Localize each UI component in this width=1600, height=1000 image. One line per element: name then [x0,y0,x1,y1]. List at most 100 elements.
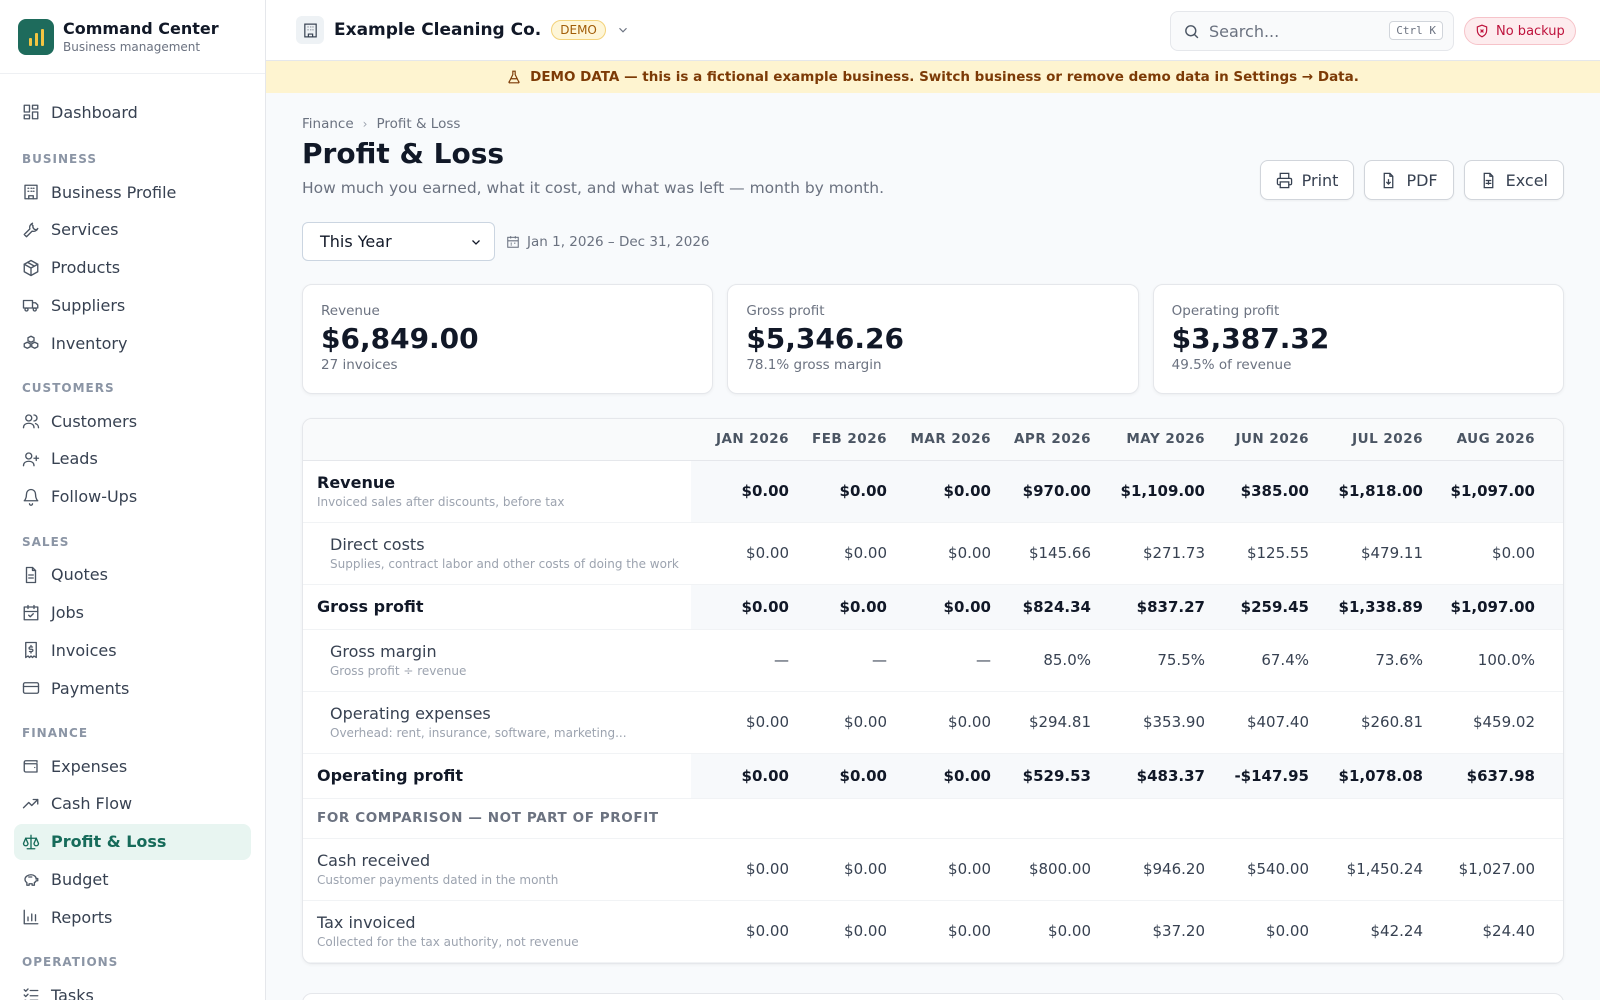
calendar-check-icon [23,604,39,621]
column-header: FEB 2026 [789,419,887,461]
banner-text: DEMO DATA — this is a fictional example … [530,69,1359,85]
search-shortcut: Ctrl K [1389,21,1443,40]
sidebar-item-quotes[interactable]: Quotes [14,557,251,593]
brand-subtitle: Business management [63,40,201,54]
sidebar-section-finance: FINANCE [22,726,89,741]
sidebar-item-expenses[interactable]: Expenses [14,748,251,784]
bell-icon [23,488,39,506]
cell: $0.00 [1423,522,1563,585]
trending-up-icon [22,798,39,809]
column-header: AUG 2026 [1423,419,1563,461]
cell: $0.00 [691,584,789,630]
pdf-button[interactable]: PDF [1364,160,1454,200]
row-sublabel: Overhead: rent, insurance, software, mar… [330,726,627,740]
cell: $259.45 [1205,584,1309,630]
flask-icon [508,70,520,84]
calendar-icon [507,235,519,248]
sidebar-item-label: Reports [51,907,113,927]
print-button[interactable]: Print [1259,160,1355,200]
card-label: Gross profit [746,303,825,319]
boxes-icon [23,335,39,350]
row-label: Revenue [317,473,396,492]
row-label: Operating profit [317,766,463,785]
table-row-revenue: Revenue Invoiced sales after discounts, … [303,460,1563,523]
credit-card-icon [22,682,40,695]
dashboard-icon [23,104,39,120]
demo-badge: DEMO [551,20,606,40]
sidebar-item-label: Suppliers [51,295,126,315]
cell: $145.66 [991,522,1091,585]
sidebar-item-tasks[interactable]: Tasks [14,977,251,1000]
sidebar-item-products[interactable]: Products [14,250,251,286]
sidebar-item-profit-loss[interactable]: Profit & Loss [14,823,251,860]
sidebar-item-label: Business Profile [51,182,177,202]
cell: $24.40 [1423,900,1563,963]
cell: $0.00 [789,584,887,630]
breadcrumb: Finance › Profit & Loss [302,116,460,132]
breadcrumb-finance[interactable]: Finance [302,116,354,132]
page-title: Profit & Loss [302,137,505,170]
backup-status-button[interactable]: No backup [1464,17,1576,45]
cell: $0.00 [789,838,887,901]
brand-title: Command Center [63,19,219,38]
sidebar-item-budget[interactable]: Budget [14,862,251,898]
pdf-label: PDF [1406,170,1438,190]
cell: $0.00 [887,753,991,799]
table-row-direct-costs: Direct costs Supplies, contract labor an… [303,522,1563,585]
file-text-icon [25,566,37,583]
cell: $824.34 [991,584,1091,630]
building-icon [296,16,324,44]
cell: $0.00 [887,522,991,585]
sidebar-item-label: Payments [51,678,130,698]
cell: $637.98 [1423,753,1563,799]
sidebar-item-cash-flow[interactable]: Cash Flow [14,786,251,822]
excel-button[interactable]: Excel [1463,160,1564,200]
sidebar-item-inventory[interactable]: Inventory [14,325,251,361]
sidebar-item-payments[interactable]: Payments [14,670,251,706]
column-header: MAR 2026 [887,419,991,461]
search-box[interactable]: Ctrl K [1170,11,1454,51]
search-input[interactable] [1209,21,1369,41]
sidebar-item-label: Follow-Ups [51,487,138,507]
cell: — [691,629,789,692]
row-label-cell: Operating profit [303,753,691,799]
cell: $125.55 [1205,522,1309,585]
chevron-down-icon[interactable] [616,23,630,37]
sidebar-item-follow-ups[interactable]: Follow-Ups [14,479,251,515]
business-name: Example Cleaning Co. [334,20,542,40]
sidebar-item-suppliers[interactable]: Suppliers [14,287,251,323]
table-header-row: JAN 2026 FEB 2026 MAR 2026 APR 2026 MAY … [303,419,1563,461]
row-label-cell: Gross margin Gross profit ÷ revenue [303,629,691,692]
sidebar-item-services[interactable]: Services [14,212,251,248]
users-icon [22,414,40,429]
page-subtitle: How much you earned, what it cost, and w… [302,179,884,197]
sidebar-item-jobs[interactable]: Jobs [14,595,251,631]
sidebar-item-label: Jobs [51,603,84,623]
chevron-right-icon: › [362,117,368,131]
sidebar-item-leads[interactable]: Leads [14,441,251,477]
period-select[interactable]: This Year [302,222,495,261]
card-value: $6,849.00 [321,322,479,355]
cell: $479.11 [1309,522,1423,585]
piggy-bank-icon [24,873,39,886]
sidebar-item-label: Budget [51,870,109,890]
sidebar-item-business-profile[interactable]: Business Profile [14,174,251,210]
date-range-text: Jan 1, 2026 – Dec 31, 2026 [527,233,710,250]
demo-data-banner: DEMO DATA — this is a fictional example … [266,61,1600,93]
sidebar-item-reports[interactable]: Reports [14,899,251,935]
sidebar: Command Center Business management Dashb… [0,0,266,1000]
table-row-operating-expenses: Operating expenses Overhead: rent, insur… [303,691,1563,754]
brand[interactable]: Command Center Business management [0,0,265,74]
business-switcher[interactable]: Example Cleaning Co. DEMO [296,16,630,44]
cell: $1,338.89 [1309,584,1423,630]
row-label: Operating expenses [330,704,491,723]
table-section-comparison: FOR COMPARISON — NOT PART OF PROFIT [303,798,1563,839]
table-row-cash-received: Cash received Customer payments dated in… [303,838,1563,901]
column-header: MAY 2026 [1091,419,1205,461]
sidebar-item-customers[interactable]: Customers [14,403,251,439]
table-row-operating-profit: Operating profit $0.00 $0.00 $0.00 $529.… [303,753,1563,799]
sidebar-item-invoices[interactable]: Invoices [14,632,251,668]
cell-negative: -$147.95 [1205,753,1309,799]
cell: $0.00 [789,753,887,799]
sidebar-item-dashboard[interactable]: Dashboard [14,94,251,130]
